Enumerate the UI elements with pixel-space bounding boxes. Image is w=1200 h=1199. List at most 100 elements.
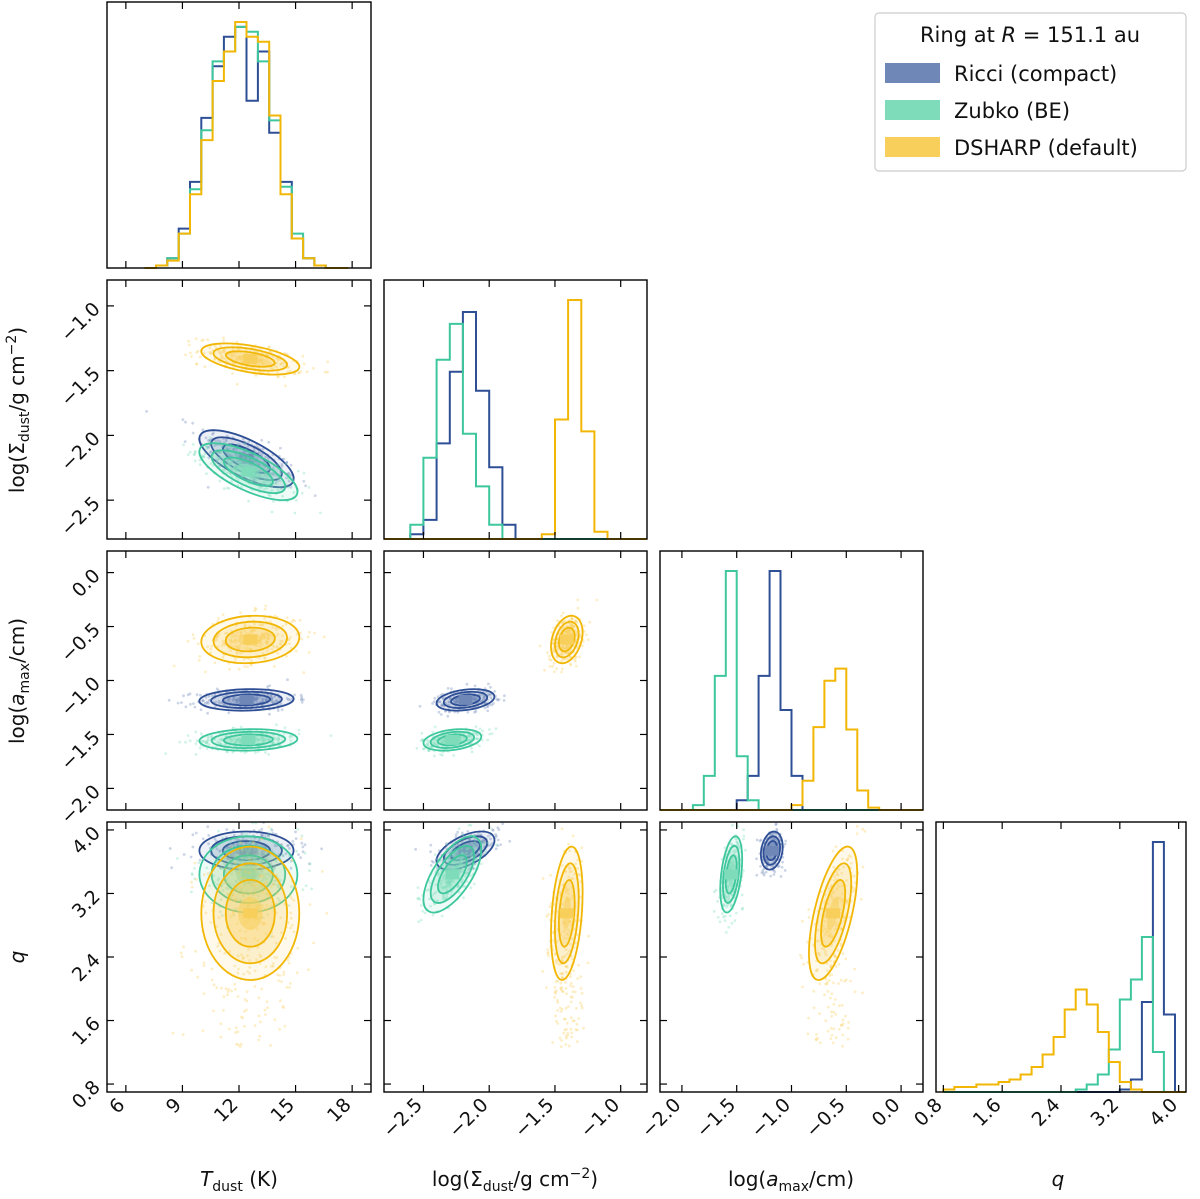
scatter-point	[565, 964, 568, 968]
scatter-point	[824, 927, 827, 931]
scatter-point	[832, 865, 835, 869]
scatter-point	[204, 436, 208, 440]
scatter-point	[849, 807, 852, 810]
scatter-point	[487, 682, 490, 686]
scatter-point	[281, 634, 284, 637]
scatter-point	[828, 887, 831, 890]
scatter-point	[840, 871, 844, 875]
scatter-point	[826, 1029, 830, 1033]
scatter-point	[555, 645, 559, 649]
panel-S-Q	[414, 822, 590, 1048]
scatter-point	[283, 1024, 287, 1028]
scatter-point	[270, 964, 273, 968]
scatter-point	[302, 471, 306, 475]
scatter-point	[560, 827, 564, 831]
scatter-point	[228, 461, 232, 465]
scatter-point	[281, 1005, 285, 1008]
scatter-point	[210, 901, 214, 905]
scatter-point	[458, 862, 462, 866]
scatter-point	[274, 858, 277, 862]
scatter-point	[564, 970, 568, 974]
scatter-point	[270, 698, 274, 702]
scatter-point	[571, 894, 575, 898]
scatter-point	[276, 374, 280, 378]
scatter-point	[466, 847, 469, 851]
scatter-point	[565, 630, 568, 633]
scatter-point	[313, 631, 316, 635]
scatter-point	[442, 894, 446, 898]
scatter-point	[553, 670, 556, 674]
scatter-point	[816, 968, 819, 971]
scatter-point	[249, 629, 253, 633]
scatter-point	[254, 751, 257, 755]
scatter-point	[476, 733, 480, 737]
scatter-point	[844, 978, 848, 982]
scatter-point	[206, 711, 210, 715]
scatter-point	[432, 892, 436, 895]
scatter-point	[569, 1000, 573, 1004]
scatter-point	[482, 695, 486, 699]
scatter-point	[771, 838, 774, 841]
scatter-point	[229, 352, 233, 356]
scatter-point	[280, 463, 284, 466]
scatter-point	[730, 893, 734, 897]
scatter-point	[265, 640, 269, 643]
panel-frame-S-S	[383, 279, 648, 540]
scatter-point	[270, 885, 273, 888]
scatter-point	[224, 439, 228, 443]
scatter-point	[822, 947, 826, 951]
scatter-point	[436, 695, 440, 698]
scatter-point	[261, 358, 265, 361]
scatter-point	[729, 862, 732, 865]
scatter-point	[219, 849, 223, 853]
scatter-point	[779, 875, 783, 878]
scatter-point	[727, 895, 731, 899]
scatter-point	[186, 453, 190, 457]
scatter-point	[478, 833, 482, 837]
scatter-point	[235, 922, 239, 926]
scatter-point	[264, 698, 268, 702]
scatter-point	[277, 737, 280, 740]
scatter-point	[853, 874, 856, 878]
scatter-point	[218, 456, 222, 460]
scatter-point	[289, 982, 292, 985]
scatter-point	[217, 349, 221, 353]
scatter-point	[273, 844, 277, 848]
density-peak-2	[559, 634, 574, 645]
scatter-point	[468, 842, 472, 845]
scatter-point	[563, 1017, 567, 1021]
scatter-point	[814, 969, 818, 972]
scatter-point	[729, 884, 733, 888]
scatter-point	[232, 352, 236, 356]
scatter-point	[212, 454, 216, 457]
scatter-point	[824, 953, 828, 957]
scatter-point	[204, 670, 207, 674]
scatter-point	[192, 702, 195, 705]
scatter-point	[559, 653, 562, 656]
scatter-point	[218, 741, 222, 745]
scatter-point	[442, 877, 446, 881]
scatter-point	[724, 895, 728, 899]
scatter-point	[261, 480, 265, 484]
scatter-point	[281, 639, 284, 643]
scatter-point	[195, 362, 199, 366]
scatter-point	[209, 351, 213, 355]
contour-1-2	[437, 854, 468, 895]
scatter-point	[242, 892, 245, 896]
scatter-point	[433, 853, 437, 856]
scatter-point	[264, 834, 267, 837]
scatter-point	[238, 886, 242, 889]
scatter-point	[262, 656, 266, 660]
scatter-point	[217, 463, 221, 467]
scatter-point	[575, 1007, 578, 1010]
scatter-point	[447, 700, 450, 704]
scatter-point	[297, 853, 300, 856]
scatter-point	[442, 738, 446, 742]
scatter-point	[576, 867, 580, 870]
scatter-point	[225, 846, 229, 850]
density-peak-1	[241, 869, 256, 880]
scatter-point	[207, 694, 211, 698]
scatter-point	[236, 453, 239, 457]
scatter-point	[221, 836, 225, 840]
scatter-point	[573, 658, 577, 662]
